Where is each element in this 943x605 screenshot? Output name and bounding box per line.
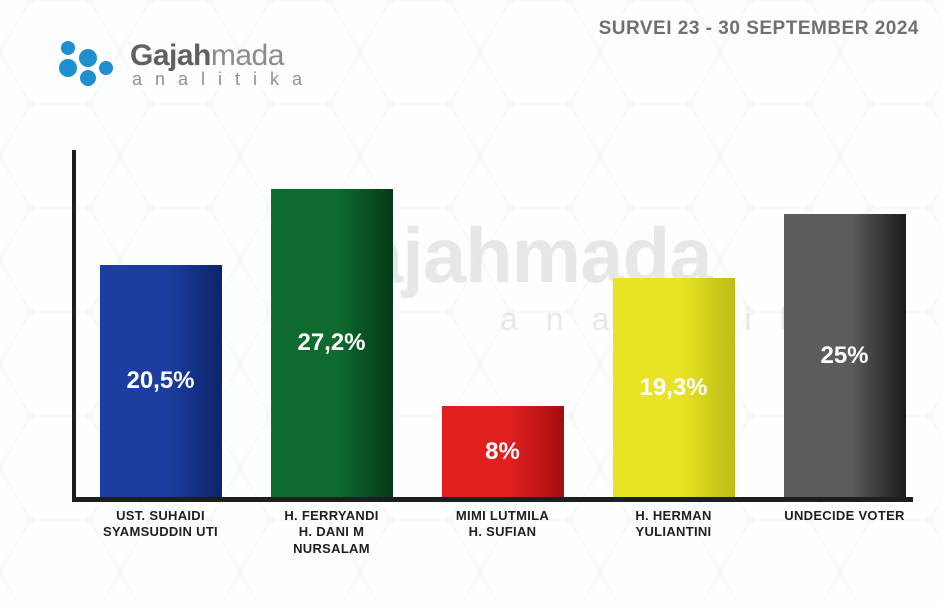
chart-bar-4: 25%: [776, 214, 913, 497]
survey-period-text: SURVEI 23 - 30 SEPTEMBER 2024: [599, 18, 919, 40]
chart-bar-fill-1: 27,2%: [271, 189, 393, 497]
chart-category-line2-0: SYAMSUDDIN UTI: [92, 524, 229, 540]
chart-category-1: H. FERRYANDIH. DANI M NURSALAM: [263, 508, 400, 544]
chart-bar-value-2: 8%: [485, 438, 520, 466]
chart-axis-y: [72, 150, 76, 502]
chart-category-2: MIMI LUTMILAH. SUFIAN: [434, 508, 571, 544]
brand-logo: Gajahmada analitika: [54, 34, 315, 95]
chart-category-line1-1: H. FERRYANDI: [263, 508, 400, 524]
survey-bar-chart: 20,5% 27,2% 8% 19,3% 25% UST. SUHAIDISYAMSUD…: [64, 150, 913, 540]
brand-subline: analitika: [132, 69, 315, 90]
chart-bar-0: 20,5%: [92, 265, 229, 497]
brand-logo-icon: [54, 34, 118, 95]
chart-bar-fill-4: 25%: [784, 214, 906, 497]
chart-category-3: H. HERMANYULIANTINI: [605, 508, 742, 544]
brand-name-bold: Gajah: [130, 39, 211, 72]
chart-category-line2-3: YULIANTINI: [605, 524, 742, 540]
chart-bar-fill-3: 19,3%: [613, 278, 735, 497]
chart-bar-value-0: 20,5%: [126, 367, 194, 395]
chart-category-line1-0: UST. SUHAIDI: [92, 508, 229, 524]
chart-bar-value-3: 19,3%: [639, 374, 707, 402]
chart-bar-3: 19,3%: [605, 278, 742, 497]
chart-category-4: UNDECIDE VOTER: [776, 508, 913, 544]
chart-category-0: UST. SUHAIDISYAMSUDDIN UTI: [92, 508, 229, 544]
brand-logo-text: Gajahmada analitika: [130, 39, 315, 90]
survey-period-header: SURVEI 23 - 30 SEPTEMBER 2024: [599, 18, 919, 40]
chart-bar-1: 27,2%: [263, 189, 400, 497]
chart-axis-x: [72, 497, 913, 502]
chart-category-line2-2: H. SUFIAN: [434, 524, 571, 540]
brand-name-light: mada: [211, 39, 284, 72]
chart-bars-container: 20,5% 27,2% 8% 19,3% 25%: [92, 157, 913, 497]
chart-category-line1-4: UNDECIDE VOTER: [776, 508, 913, 524]
chart-bar-value-4: 25%: [820, 342, 868, 370]
chart-bar-2: 8%: [434, 406, 571, 497]
chart-category-labels: UST. SUHAIDISYAMSUDDIN UTIH. FERRYANDIH.…: [92, 508, 913, 544]
chart-category-line2-1: H. DANI M NURSALAM: [263, 524, 400, 557]
chart-bar-fill-2: 8%: [442, 406, 564, 497]
chart-category-line1-3: H. HERMAN: [605, 508, 742, 524]
chart-category-line1-2: MIMI LUTMILA: [434, 508, 571, 524]
chart-bar-fill-0: 20,5%: [100, 265, 222, 497]
chart-bar-value-1: 27,2%: [297, 329, 365, 357]
